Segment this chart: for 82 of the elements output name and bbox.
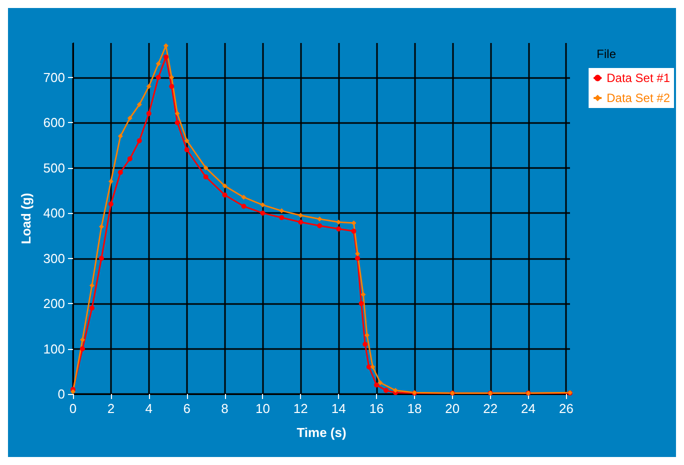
x-tick-label: 10 (255, 401, 270, 416)
point (174, 111, 180, 116)
point (169, 74, 174, 80)
y-tick-label: 300 (43, 250, 65, 266)
legend-label: Data Set #2 (606, 91, 670, 105)
point (260, 202, 266, 208)
point (298, 212, 304, 218)
point (203, 165, 208, 170)
x-tick-label: 20 (445, 401, 460, 416)
point (351, 220, 356, 226)
legend-label: Data Set #1 (606, 71, 670, 85)
point (362, 342, 368, 347)
y-tick-label: 700 (43, 70, 65, 85)
x-axis-title: Time (s) (296, 425, 346, 440)
point (146, 111, 152, 116)
point (89, 282, 94, 288)
point (127, 116, 132, 121)
point (98, 256, 104, 261)
point (392, 388, 398, 393)
point (384, 388, 388, 393)
x-tick-label: 8 (221, 401, 228, 416)
point (279, 215, 284, 220)
point (146, 84, 152, 89)
point (366, 364, 372, 370)
x-tick-label: 14 (331, 401, 346, 416)
x-tick-label: 2 (107, 401, 115, 416)
point (163, 54, 168, 60)
point (127, 156, 132, 162)
point (98, 224, 104, 230)
point (80, 337, 85, 342)
point (317, 223, 322, 228)
point (370, 364, 376, 370)
point (108, 178, 114, 184)
y-tick-label: 500 (43, 160, 65, 176)
point (260, 210, 266, 216)
y-tick-label: 200 (43, 296, 65, 312)
point (136, 138, 142, 144)
point (203, 174, 208, 180)
x-tick-label: 0 (69, 401, 77, 416)
point (156, 74, 161, 80)
point (136, 102, 142, 108)
point (80, 346, 85, 352)
y-tick-label: 600 (43, 115, 65, 130)
point (355, 251, 360, 256)
y-tick-label: 400 (43, 206, 65, 221)
x-tick-label: 16 (369, 401, 384, 416)
x-tick-label: 18 (407, 401, 422, 416)
point (364, 332, 370, 338)
point (108, 202, 114, 207)
point (374, 382, 380, 388)
legend-title: File (596, 47, 616, 61)
point (336, 226, 342, 232)
point (360, 292, 366, 297)
point (174, 120, 180, 126)
point (118, 170, 123, 175)
point (222, 183, 228, 188)
x-tick-label: 6 (183, 401, 190, 416)
point (351, 228, 356, 234)
x-tick-label: 26 (558, 401, 574, 416)
point (118, 134, 123, 139)
point (279, 208, 284, 214)
y-tick-label: 0 (58, 386, 65, 402)
point (355, 256, 360, 261)
point (156, 61, 161, 66)
point (184, 138, 190, 144)
x-tick-label: 12 (293, 401, 308, 416)
point (222, 192, 228, 198)
point (298, 220, 304, 225)
point (317, 216, 322, 222)
x-tick-label: 22 (483, 401, 498, 416)
x-tick-label: 4 (145, 401, 152, 416)
point (89, 306, 94, 311)
y-axis-title: Load (g) (18, 192, 34, 244)
point (358, 301, 364, 306)
y-tick-label: 100 (43, 341, 65, 356)
point (169, 84, 174, 89)
point (70, 389, 76, 394)
point (241, 194, 246, 200)
x-tick-label: 24 (521, 401, 536, 416)
point (378, 380, 383, 386)
point (241, 204, 246, 209)
point (184, 147, 190, 152)
